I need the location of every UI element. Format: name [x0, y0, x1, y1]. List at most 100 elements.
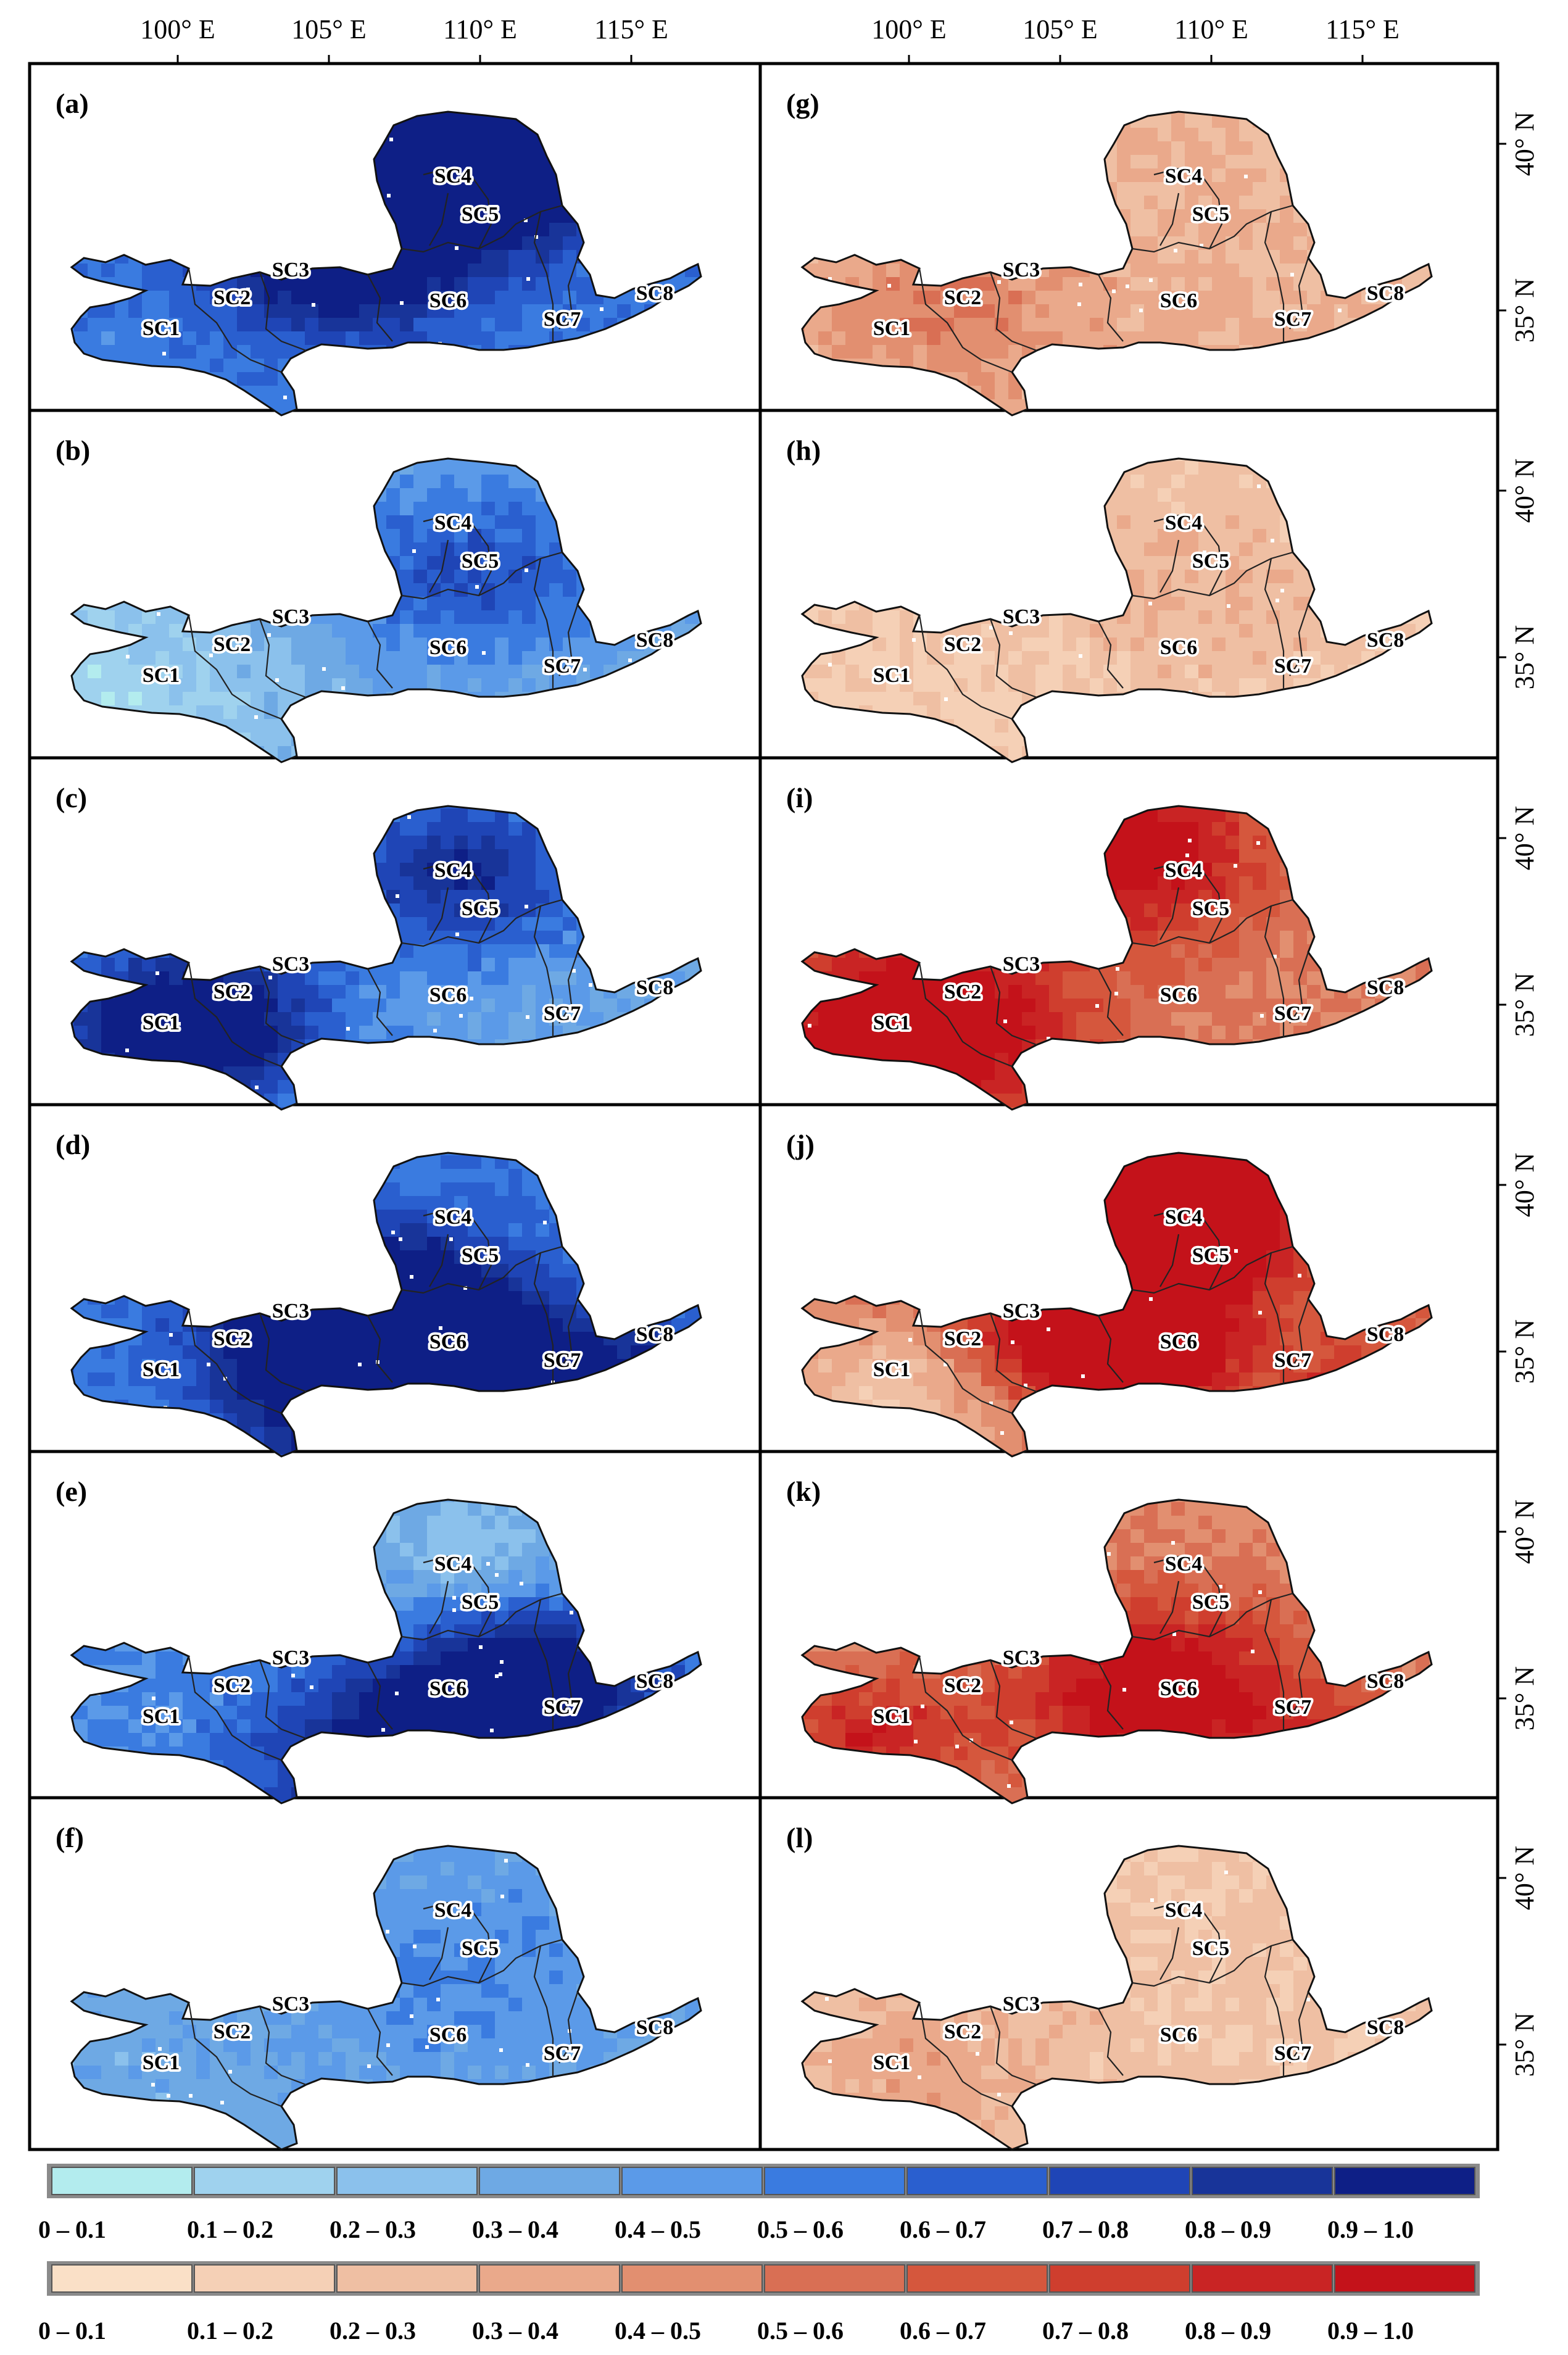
subcatchment-boundary: [1098, 968, 1124, 1036]
subcatchment-label-halo: SC6: [429, 636, 467, 659]
map-panel: SC1SC1SC2SC2SC3SC3SC4SC4SC5SC5SC6SC6SC7S…: [800, 1845, 1433, 2151]
subcatchment-label: SC4: [1165, 1899, 1202, 1922]
subcatchment-label: SC8: [1367, 1323, 1404, 1346]
legend-swatch: [1049, 2264, 1190, 2293]
subcatchment-label-halo: SC7: [544, 1696, 581, 1719]
subcatchment-label-halo: SC3: [272, 1300, 309, 1323]
subcatchment-label-halo: SC2: [214, 1327, 251, 1350]
subcatchment-label: SC8: [1367, 282, 1404, 305]
subcatchment-boundary: [558, 1645, 579, 1717]
subcatchment-label: SC5: [462, 1244, 499, 1267]
legend-bar-red: [47, 2261, 1480, 2296]
subcatchment-label-halo: SC5: [1192, 1244, 1229, 1267]
outer-border: [28, 62, 1500, 2151]
subcatchment-boundary: [429, 1234, 449, 1287]
subcatchment-boundary: [429, 887, 449, 941]
subcatchment-label-halo: SC7: [1274, 308, 1311, 331]
subcatchment-label: SC8: [636, 1670, 673, 1693]
subcatchment-label-halo: SC1: [143, 1011, 180, 1034]
subcatchment-label-halo: SC3: [272, 1647, 309, 1669]
subcatchment-label-halo: SC8: [636, 2016, 673, 2039]
panel-label: (l): [786, 1822, 813, 1853]
legend-swatch: [51, 2167, 193, 2195]
panel-label: (d): [56, 1129, 90, 1160]
subcatchment-label: SC3: [272, 1993, 309, 2016]
legend-class-label: 0.1 – 0.2: [187, 2216, 273, 2243]
legend-swatch: [621, 2264, 763, 2293]
panel-label: (a): [56, 88, 89, 119]
map-panel: SC1SC1SC2SC2SC3SC3SC4SC4SC5SC5SC6SC6SC7S…: [70, 1845, 702, 2151]
subcatchment-label: SC3: [272, 1647, 309, 1669]
panel-label: (f): [56, 1822, 84, 1853]
subcatchment-label-halo: SC3: [1003, 1993, 1040, 2016]
subcatchment-label: SC7: [544, 655, 581, 678]
subcatchment-boundary: [1289, 1298, 1309, 1371]
subcatchment-boundary: [1098, 1662, 1124, 1730]
legend-swatch: [194, 2167, 335, 2195]
subcatchment-label: SC6: [429, 1677, 467, 1700]
subcatchment-boundary: [1264, 211, 1285, 343]
axis-labels: 100° E 105° E 110° E 115° E 100° E 105° E 110°…: [140, 14, 1540, 2077]
lat-label: 35° N: [1509, 2012, 1540, 2077]
legend-swatch: [1334, 2167, 1475, 2195]
subcatchment-boundary: [259, 272, 307, 352]
subcatchment-label-halo: SC4: [434, 165, 471, 188]
lat-label: 40° N: [1509, 1500, 1540, 1564]
subcatchment-label: SC1: [873, 1011, 910, 1034]
subcatchment-label: SC8: [636, 976, 673, 999]
legend-swatch: [1334, 2264, 1475, 2293]
lat-label: 40° N: [1509, 459, 1540, 523]
subcatchment-label: SC3: [1003, 1993, 1040, 2016]
subcatchment-boundary: [188, 1656, 282, 1761]
subcatchment-label: SC4: [434, 1553, 471, 1576]
subcatchment-label-halo: SC3: [272, 1993, 309, 2016]
subcatchment-boundary: [1132, 204, 1293, 253]
subcatchment-boundary: [1132, 1245, 1293, 1294]
subcatchment-label-halo: SC4: [434, 1899, 471, 1922]
subcatchment-label-halo: SC2: [214, 633, 251, 656]
subcatchment-boundary: [423, 1555, 492, 1637]
lat-label: 35° N: [1509, 625, 1540, 689]
subcatchment-label-halo: SC5: [1192, 897, 1229, 920]
legend-swatch: [1192, 2167, 1333, 2195]
map-panel: SC1SC1SC2SC2SC3SC3SC4SC4SC5SC5SC6SC6SC7S…: [70, 457, 702, 763]
subcatchment-label-halo: SC1: [143, 317, 180, 340]
map-panel: SC1SC1SC2SC2SC3SC3SC4SC4SC5SC5SC6SC6SC7S…: [800, 805, 1433, 1111]
legend-class-label: 0.1 – 0.2: [187, 2317, 273, 2345]
subcatchment-label: SC1: [143, 2051, 180, 2074]
subcatchment-boundary: [989, 1659, 1037, 1740]
subcatchment-label-halo: SC7: [544, 2042, 581, 2065]
subcatchment-label-halo: SC3: [1003, 953, 1040, 976]
subcatchment-label-halo: SC4: [1165, 1206, 1202, 1229]
lon-label: 110° E: [1174, 14, 1248, 44]
legend-swatch: [51, 2264, 193, 2293]
subcatchment-boundary: [1264, 558, 1285, 689]
lat-label: 40° N: [1509, 806, 1540, 870]
subcatchment-label-halo: SC2: [214, 286, 251, 309]
legend-class-label: 0.5 – 0.6: [757, 2317, 844, 2345]
subcatchment-boundary: [1153, 1208, 1223, 1290]
panel-label: (j): [786, 1129, 815, 1160]
subcatchment-label-halo: SC5: [462, 897, 499, 920]
subcatchment-label-halo: SC8: [636, 282, 673, 305]
subcatchment-boundary: [1289, 1645, 1309, 1717]
subcatchment-label-halo: SC3: [272, 259, 309, 281]
subcatchment-boundary: [188, 2002, 282, 2108]
subcatchment-boundary: [1289, 257, 1309, 330]
subcatchment-boundary: [423, 514, 492, 596]
subcatchment-label: SC1: [873, 1705, 910, 1728]
subcatchment-boundary: [1098, 1315, 1124, 1383]
subcatchment-label: SC3: [1003, 1300, 1040, 1323]
subcatchment-label-halo: SC8: [1367, 629, 1404, 652]
legend-class-label: 0.4 – 0.5: [615, 2216, 701, 2243]
subcatchment-label-halo: SC2: [214, 1674, 251, 1697]
subcatchment-label-halo: SC6: [1160, 289, 1197, 312]
panel-label: (g): [786, 88, 819, 119]
subcatchment-label-halo: SC1: [143, 2051, 180, 2074]
subcatchment-label: SC5: [462, 203, 499, 226]
subcatchment-label-halo: SC6: [1160, 1677, 1197, 1700]
subcatchment-label: SC3: [272, 605, 309, 628]
subcatchment-label-halo: SC4: [434, 1553, 471, 1576]
subcatchment-boundary: [401, 1245, 563, 1294]
subcatchment-boundary: [533, 211, 554, 343]
